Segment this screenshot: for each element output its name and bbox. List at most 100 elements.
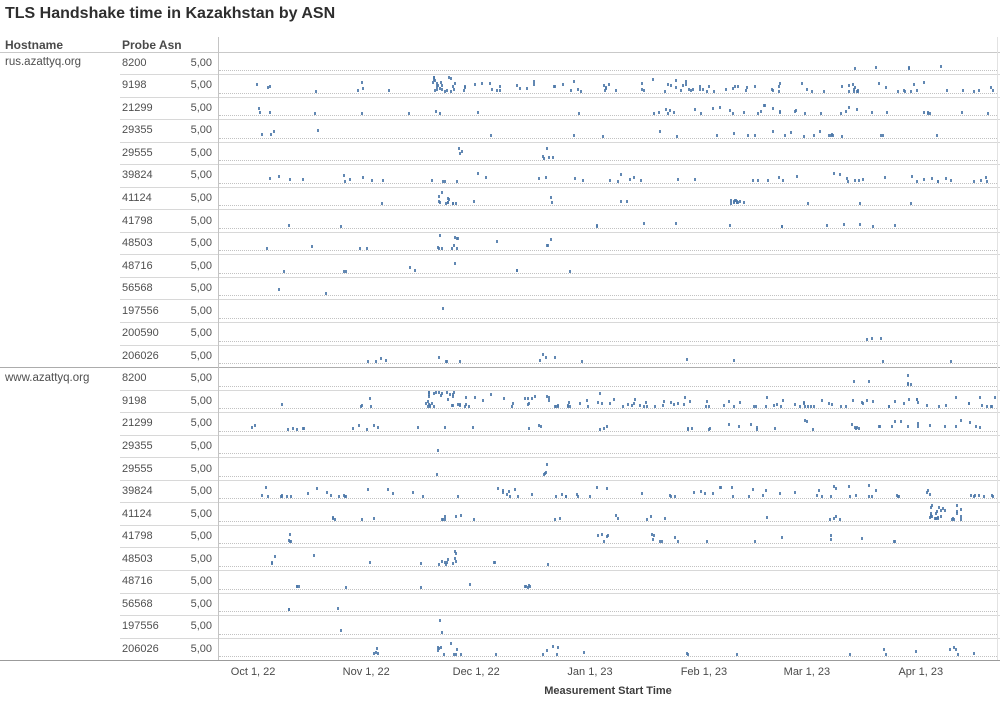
measurement-dot[interactable]	[314, 112, 317, 115]
measurement-dot[interactable]	[456, 648, 459, 651]
measurement-dot[interactable]	[766, 515, 769, 519]
measurement-dot[interactable]	[729, 201, 732, 205]
measurement-dot[interactable]	[556, 652, 559, 656]
measurement-dot[interactable]	[689, 89, 692, 93]
measurement-dot[interactable]	[776, 402, 778, 406]
measurement-dot[interactable]	[455, 514, 458, 518]
measurement-dot[interactable]	[452, 395, 455, 399]
measurement-dot[interactable]	[545, 470, 547, 474]
measurement-dot[interactable]	[657, 111, 660, 115]
measurement-dot[interactable]	[295, 585, 298, 589]
measurement-dot[interactable]	[784, 133, 787, 137]
measurement-dot[interactable]	[446, 359, 449, 363]
measurement-dot[interactable]	[567, 405, 570, 409]
measurement-dot[interactable]	[549, 196, 552, 200]
measurement-dot[interactable]	[979, 426, 982, 430]
measurement-dot[interactable]	[541, 653, 544, 657]
measurement-dot[interactable]	[907, 425, 910, 428]
measurement-dot[interactable]	[515, 269, 518, 273]
measurement-dot[interactable]	[974, 424, 977, 428]
measurement-dot[interactable]	[761, 494, 764, 498]
measurement-dot[interactable]	[832, 484, 835, 488]
measurement-dot[interactable]	[893, 540, 896, 544]
measurement-dot[interactable]	[778, 491, 781, 495]
measurement-dot[interactable]	[652, 533, 655, 537]
measurement-dot[interactable]	[940, 65, 943, 69]
measurement-dot[interactable]	[426, 400, 429, 403]
measurement-dot[interactable]	[441, 517, 444, 521]
measurement-dot[interactable]	[711, 491, 714, 495]
measurement-dot[interactable]	[451, 246, 454, 250]
measurement-dot[interactable]	[674, 79, 677, 83]
measurement-dot[interactable]	[943, 425, 946, 429]
measurement-dot[interactable]	[361, 175, 364, 179]
measurement-dot[interactable]	[861, 401, 864, 405]
measurement-dot[interactable]	[867, 495, 870, 499]
measurement-dot[interactable]	[600, 532, 603, 536]
measurement-dot[interactable]	[830, 495, 833, 499]
measurement-dot[interactable]	[580, 89, 583, 93]
measurement-dot[interactable]	[652, 77, 655, 81]
measurement-dot[interactable]	[377, 652, 380, 656]
measurement-dot[interactable]	[258, 107, 261, 110]
measurement-dot[interactable]	[675, 86, 678, 90]
measurement-dot[interactable]	[344, 495, 347, 499]
measurement-dot[interactable]	[903, 401, 905, 405]
measurement-dot[interactable]	[631, 403, 634, 407]
measurement-dot[interactable]	[513, 488, 516, 492]
measurement-dot[interactable]	[738, 425, 740, 429]
measurement-dot[interactable]	[269, 110, 271, 114]
measurement-dot[interactable]	[663, 399, 666, 403]
measurement-dot[interactable]	[366, 427, 369, 431]
measurement-dot[interactable]	[895, 493, 898, 497]
measurement-dot[interactable]	[541, 155, 544, 158]
measurement-dot[interactable]	[372, 516, 375, 520]
measurement-dot[interactable]	[379, 356, 382, 360]
measurement-dot[interactable]	[728, 399, 731, 403]
measurement-dot[interactable]	[687, 426, 690, 430]
measurement-dot[interactable]	[909, 382, 912, 386]
measurement-dot[interactable]	[794, 402, 797, 406]
measurement-dot[interactable]	[288, 540, 291, 544]
measurement-dot[interactable]	[546, 649, 549, 653]
measurement-dot[interactable]	[439, 86, 442, 90]
measurement-dot[interactable]	[432, 81, 434, 85]
measurement-dot[interactable]	[644, 400, 647, 404]
measurement-dot[interactable]	[428, 391, 430, 395]
measurement-dot[interactable]	[525, 87, 528, 90]
measurement-dot[interactable]	[542, 157, 545, 161]
measurement-dot[interactable]	[665, 107, 667, 111]
measurement-dot[interactable]	[955, 503, 958, 507]
measurement-dot[interactable]	[473, 200, 476, 204]
measurement-dot[interactable]	[658, 129, 661, 133]
measurement-dot[interactable]	[877, 81, 880, 85]
measurement-dot[interactable]	[854, 427, 857, 431]
measurement-dot[interactable]	[574, 177, 577, 181]
measurement-dot[interactable]	[667, 83, 670, 87]
measurement-dot[interactable]	[324, 292, 327, 295]
measurement-dot[interactable]	[669, 401, 672, 404]
measurement-dot[interactable]	[805, 420, 808, 424]
measurement-dot[interactable]	[477, 171, 480, 175]
measurement-dot[interactable]	[616, 517, 619, 521]
measurement-dot[interactable]	[369, 561, 372, 565]
measurement-dot[interactable]	[707, 427, 710, 431]
measurement-dot[interactable]	[312, 553, 315, 557]
measurement-dot[interactable]	[366, 359, 369, 363]
measurement-dot[interactable]	[812, 134, 815, 137]
measurement-dot[interactable]	[959, 507, 962, 511]
measurement-dot[interactable]	[693, 108, 696, 112]
measurement-dot[interactable]	[899, 419, 902, 423]
measurement-dot[interactable]	[491, 87, 494, 91]
measurement-dot[interactable]	[455, 552, 458, 556]
measurement-dot[interactable]	[578, 112, 580, 115]
measurement-dot[interactable]	[935, 510, 938, 514]
measurement-dot[interactable]	[645, 517, 648, 521]
measurement-dot[interactable]	[419, 562, 422, 566]
measurement-dot[interactable]	[664, 517, 667, 520]
measurement-dot[interactable]	[891, 424, 894, 428]
measurement-dot[interactable]	[674, 222, 677, 226]
measurement-dot[interactable]	[494, 653, 497, 656]
measurement-dot[interactable]	[615, 89, 617, 93]
measurement-dot[interactable]	[925, 403, 928, 407]
